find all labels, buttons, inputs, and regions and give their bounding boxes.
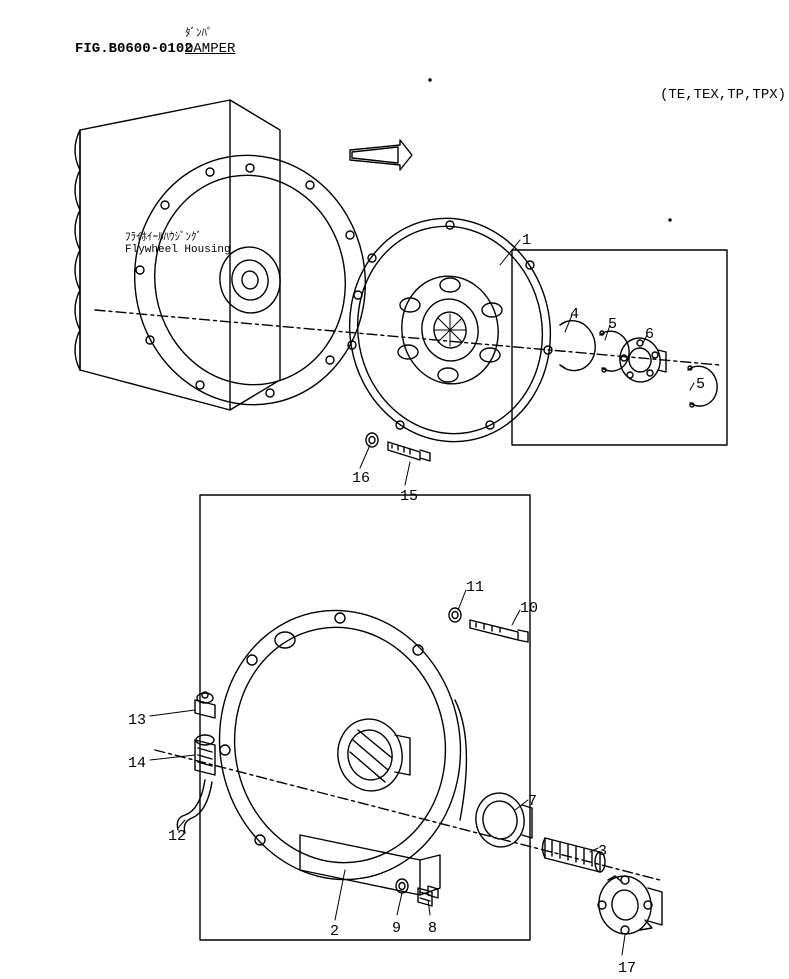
- fitting-14: [195, 735, 215, 775]
- callout-13: 13: [128, 712, 146, 729]
- callout-7: 7: [528, 793, 537, 810]
- callout-14: 14: [128, 755, 146, 772]
- callout-6: 6: [645, 326, 654, 343]
- washer-11: [449, 608, 461, 622]
- callout-17: 17: [618, 960, 636, 977]
- fwd-arrow-icon: [350, 140, 412, 170]
- callout-12: 12: [168, 828, 186, 845]
- callout-15: 15: [400, 488, 418, 505]
- callout-16: 16: [352, 470, 370, 487]
- washer-16: [366, 433, 378, 447]
- breather-13: [195, 692, 215, 718]
- callout-5: 5: [696, 376, 705, 393]
- coupling-17: [594, 872, 662, 938]
- cover-2: [198, 591, 481, 899]
- snap-ring-5a: [600, 331, 629, 372]
- bolt-10: [470, 620, 528, 642]
- callout-9: 9: [392, 920, 401, 937]
- callout-2: 2: [330, 923, 339, 940]
- callout-3: 3: [598, 843, 607, 860]
- exploded-diagram: [0, 0, 789, 979]
- drain-hose-12: [177, 780, 212, 833]
- callout-8: 8: [428, 920, 437, 937]
- snap-ring-4: [560, 321, 595, 371]
- bearing-6: [616, 335, 666, 385]
- damper-disc: [332, 202, 568, 457]
- callout-1: 1: [522, 232, 531, 249]
- shaft-3: [543, 838, 606, 872]
- flywheel-housing: [75, 100, 385, 423]
- callout-11: 11: [466, 579, 484, 596]
- bolt-15: [388, 442, 430, 461]
- callout-4: 4: [570, 306, 579, 323]
- seal-7: [472, 789, 532, 851]
- callout-10: 10: [520, 600, 538, 617]
- callout-5: 5: [608, 316, 617, 333]
